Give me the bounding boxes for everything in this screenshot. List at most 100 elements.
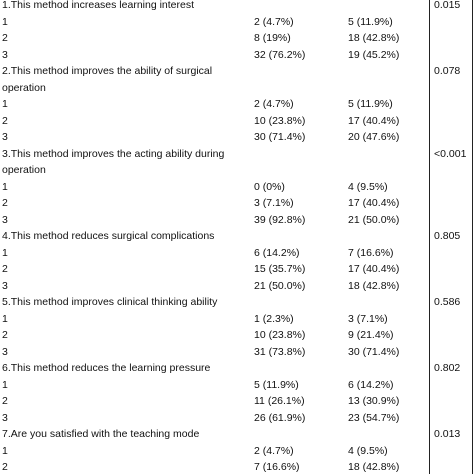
score-level: 3 [2, 345, 8, 358]
group2-count: 5 (11.9%) [348, 98, 393, 110]
group1-count: 10 (23.8%) [254, 329, 306, 341]
group2-count: 13 (30.9%) [348, 395, 400, 407]
table-row: 3 39 (92.8%) 21 (50.0%) [0, 212, 474, 228]
score-level: 1 [2, 312, 8, 325]
p-value: 0.802 [434, 362, 461, 374]
p-value: 0.586 [434, 296, 461, 308]
table-row: 2 3 (7.1%) 17 (40.4%) [0, 195, 474, 211]
score-level: 1 [2, 378, 8, 391]
table-row: 3 30 (71.4%) 20 (47.6%) [0, 129, 474, 145]
score-level: 2 [2, 197, 8, 209]
group2-count: 7 (16.6%) [348, 246, 394, 259]
group1-count: 2 (4.7%) [254, 98, 294, 110]
question-row: 6.This method reduces the learning press… [0, 360, 474, 376]
table-row: 1 5 (11.9%) 6 (14.2%) [0, 377, 474, 393]
table-row: 2 7 (16.6%) 18 (42.8%) [0, 459, 474, 474]
question-row: 4.This method reduces surgical complicat… [0, 228, 474, 244]
group1-count: 7 (16.6%) [254, 461, 300, 473]
question-row-continued: operation [0, 162, 474, 178]
p-value: 0.013 [434, 428, 461, 440]
score-level: 3 [2, 48, 8, 61]
question-row: 3.This method improves the acting abilit… [0, 146, 474, 162]
p-value: 0.805 [434, 230, 461, 242]
column-divider-left [429, 0, 430, 474]
table-row: 2 10 (23.8%) 9 (21.4%) [0, 327, 474, 343]
group2-count: 18 (42.8%) [348, 461, 400, 473]
group1-count: 6 (14.2%) [254, 246, 300, 259]
table-row: 2 15 (35.7%) 17 (40.4%) [0, 261, 474, 277]
score-level: 1 [2, 444, 8, 457]
table-row: 3 31 (73.8%) 30 (71.4%) [0, 344, 474, 360]
score-level: 1 [2, 180, 8, 193]
group2-count: 20 (47.6%) [348, 131, 400, 143]
score-level: 3 [2, 411, 8, 424]
table-row: 2 10 (23.8%) 17 (40.4%) [0, 113, 474, 129]
group1-count: 10 (23.8%) [254, 114, 306, 127]
group2-count: 18 (42.8%) [348, 32, 400, 44]
group2-count: 17 (40.4%) [348, 197, 400, 209]
group2-count: 5 (11.9%) [348, 15, 393, 28]
question-row: 5.This method improves clinical thinking… [0, 294, 474, 310]
table-row: 2 8 (19%) 18 (42.8%) [0, 30, 474, 46]
group1-count: 26 (61.9%) [254, 411, 306, 424]
group2-count: 18 (42.8%) [348, 279, 400, 292]
table-row: 1 2 (4.7%) 4 (9.5%) [0, 443, 474, 459]
group1-count: 5 (11.9%) [254, 378, 299, 391]
question-text: 2.This method improves the ability of su… [2, 65, 213, 77]
group2-count: 17 (40.4%) [348, 263, 400, 275]
p-value: 0.078 [434, 65, 461, 77]
question-text-continued: operation [2, 164, 46, 176]
group2-count: 4 (9.5%) [348, 180, 388, 193]
group2-count: 9 (21.4%) [348, 329, 394, 341]
group1-count: 2 (4.7%) [254, 15, 294, 28]
score-level: 1 [2, 98, 8, 110]
question-text-continued: operation [2, 81, 46, 94]
table-row: 3 32 (76.2%) 19 (45.2%) [0, 47, 474, 63]
score-level: 2 [2, 114, 8, 127]
score-level: 2 [2, 32, 8, 44]
score-level: 1 [2, 15, 8, 28]
group2-count: 23 (54.7%) [348, 411, 400, 424]
table-row: 1 0 (0%) 4 (9.5%) [0, 179, 474, 195]
group2-count: 21 (50.0%) [348, 213, 400, 226]
p-value: 0.015 [434, 0, 461, 11]
column-divider-right [472, 0, 473, 474]
table-row: 1 1 (2.3%) 3 (7.1%) [0, 311, 474, 327]
group2-count: 19 (45.2%) [348, 48, 400, 61]
question-text: 3.This method improves the acting abilit… [2, 147, 225, 160]
score-level: 2 [2, 329, 8, 341]
question-text: 7.Are you satisfied with the teaching mo… [2, 428, 200, 440]
group1-count: 1 (2.3%) [254, 312, 294, 325]
score-level: 1 [2, 246, 8, 259]
group1-count: 31 (73.8%) [254, 345, 306, 358]
question-row: 7.Are you satisfied with the teaching mo… [0, 426, 474, 442]
question-text: 4.This method reduces surgical complicat… [2, 230, 215, 242]
score-level: 3 [2, 279, 8, 292]
group1-count: 11 (26.1%) [254, 395, 305, 407]
question-row: 1.This method increases learning interes… [0, 0, 474, 13]
group2-count: 4 (9.5%) [348, 444, 388, 457]
question-text: 6.This method reduces the learning press… [2, 362, 211, 374]
p-value: <0.001 [434, 147, 467, 160]
question-text: 5.This method improves clinical thinking… [2, 296, 218, 308]
group1-count: 2 (4.7%) [254, 444, 294, 457]
group1-count: 8 (19%) [254, 32, 291, 44]
group2-count: 6 (14.2%) [348, 378, 394, 391]
table-row: 3 26 (61.9%) 23 (54.7%) [0, 410, 474, 426]
group1-count: 30 (71.4%) [254, 131, 306, 143]
group2-count: 3 (7.1%) [348, 312, 388, 325]
table-row: 1 2 (4.7%) 5 (11.9%) [0, 96, 474, 112]
question-text: 1.This method increases learning interes… [2, 0, 195, 11]
group2-count: 17 (40.4%) [348, 114, 400, 127]
table-row: 2 11 (26.1%) 13 (30.9%) [0, 393, 474, 409]
table-row: 1 2 (4.7%) 5 (11.9%) [0, 14, 474, 30]
score-level: 2 [2, 461, 8, 473]
group1-count: 3 (7.1%) [254, 197, 294, 209]
group1-count: 0 (0%) [254, 180, 285, 193]
group2-count: 30 (71.4%) [348, 345, 400, 358]
score-level: 3 [2, 213, 8, 226]
table-row: 1 6 (14.2%) 7 (16.6%) [0, 245, 474, 261]
group1-count: 39 (92.8%) [254, 213, 306, 226]
group1-count: 32 (76.2%) [254, 48, 306, 61]
